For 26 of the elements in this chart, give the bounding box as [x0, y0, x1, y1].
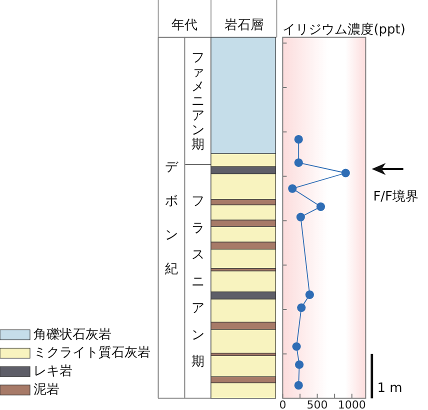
point: [296, 212, 305, 222]
x-axis-title: 岩石層: [224, 18, 264, 33]
point: [305, 290, 314, 300]
point: [297, 303, 306, 312]
point: [341, 168, 350, 178]
point: [292, 342, 301, 351]
legend-label: ミクライト質石灰岩: [33, 346, 150, 361]
series-label: ファメニアン期: [191, 50, 204, 152]
point: [316, 202, 326, 211]
text: F/F境界: [373, 188, 419, 204]
point: [294, 381, 303, 390]
legend-label: 泥岩: [33, 382, 60, 398]
x-tick-label: 500: [306, 398, 328, 410]
x-axis-title: 年代: [172, 18, 198, 33]
text: デボン紀: [164, 159, 178, 276]
legend-label: レキ岩: [33, 364, 72, 380]
y-axis-title: 1 m: [377, 380, 402, 396]
point: [295, 360, 304, 369]
series-label: フラスニアン期: [191, 194, 204, 370]
point: [288, 184, 297, 193]
x-tick-label: 0: [279, 398, 286, 410]
legend-label: 角礫状石灰岩: [33, 327, 112, 342]
x-tick-label: 1000: [338, 398, 366, 410]
x-axis-title: イリジウム濃度(ppt): [282, 22, 406, 38]
point: [294, 135, 303, 144]
point: [294, 158, 303, 167]
